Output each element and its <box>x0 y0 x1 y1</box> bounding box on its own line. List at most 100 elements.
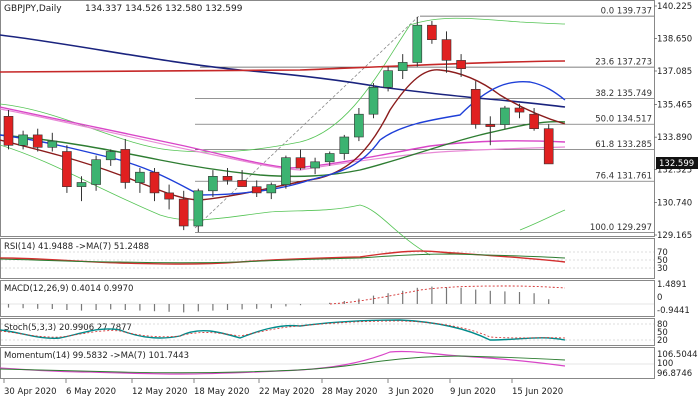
candle <box>441 31 452 73</box>
candle <box>208 170 218 197</box>
rsi-line <box>0 250 566 265</box>
candle <box>427 21 437 44</box>
price-tick-label: 140.225 <box>657 2 692 12</box>
current-price-marker: 132.599 <box>656 157 698 169</box>
macd-label: MACD(12,26,9) 0.4014 0.9970 <box>4 284 133 294</box>
candle <box>529 108 539 131</box>
fib-level-label: 23.6 137.273 <box>595 58 652 68</box>
bollinger-upper-line <box>0 17 566 153</box>
momentum-label: Momentum(14) 99.5832 ->MA(7) 101.7443 <box>4 351 189 361</box>
candlestick-series <box>3 16 554 233</box>
ma-red-flat-line <box>0 60 566 73</box>
macd-tick-top: 1.4891 <box>657 280 687 290</box>
bollinger-lower-line <box>0 144 566 256</box>
date-tick-label: 9 Jun 2020 <box>450 387 496 397</box>
candle <box>149 168 160 202</box>
price-tick-label: 132.325 <box>657 166 692 176</box>
fib-level-label: 38.2 135.749 <box>595 89 652 99</box>
stoch-tick-20: 20 <box>657 336 668 346</box>
candle <box>266 182 277 200</box>
momentum-tick-top: 106.5044 <box>657 350 698 360</box>
price-area[interactable]: 0.0 139.737 23.6 137.273 38.2 135.749 50.0 … <box>0 7 654 256</box>
ma-blue-fast-line <box>0 80 566 196</box>
candle <box>164 184 174 210</box>
fib-level-label: 100.0 129.297 <box>590 223 652 233</box>
momentum-tick-bottom: 96.8746 <box>657 369 692 379</box>
date-tick-label: 15 Jun 2020 <box>512 387 563 397</box>
candle <box>456 54 466 77</box>
price-tick-label: 130.740 <box>657 198 692 208</box>
fib-level-label: 61.8 133.285 <box>595 140 652 150</box>
candle <box>354 108 364 142</box>
candle <box>500 105 510 129</box>
macd-signal-line <box>329 285 566 305</box>
ma-pink-line <box>0 108 566 171</box>
candle <box>485 116 496 146</box>
candle <box>32 128 43 152</box>
fib-level-label: 76.4 131.761 <box>595 172 652 182</box>
candle <box>543 124 554 165</box>
candle <box>222 168 233 185</box>
stoch-label: Stoch(5,3,3) 20.9906 27.7877 <box>4 323 132 333</box>
date-tick-label: 30 Apr 2020 <box>4 387 57 397</box>
price-tick-label: 135.465 <box>657 101 692 111</box>
candle <box>62 145 72 193</box>
fibonacci-retracement: 0.0 139.737 23.6 137.273 38.2 135.749 50.0 … <box>195 7 654 233</box>
price-tick-label: 138.650 <box>657 35 692 45</box>
date-tick-label: 22 May 2020 <box>259 387 314 397</box>
chart-symbol-label: GBPJPY,Daily <box>4 4 62 14</box>
price-tick-label: 129.165 <box>657 231 692 241</box>
rsi-ma-line <box>0 253 566 264</box>
fib-trend-line <box>194 14 421 229</box>
chart-ohlc-readout: 134.337 134.526 132.580 132.599 <box>85 4 243 14</box>
candle <box>310 157 320 175</box>
candle <box>281 155 291 189</box>
candle <box>135 168 145 193</box>
price-tick-label: 133.890 <box>657 133 692 143</box>
current-price-label: 132.599 <box>659 159 694 169</box>
candle <box>251 180 262 197</box>
rsi-tick-30: 30 <box>657 264 668 274</box>
date-tick-label: 28 May 2020 <box>322 387 377 397</box>
candle <box>91 155 101 191</box>
candle <box>76 176 87 202</box>
candle <box>295 149 306 171</box>
candle <box>193 188 204 233</box>
momentum-tick-100: 100 <box>657 359 673 369</box>
fib-level-label: 50.0 134.517 <box>595 115 652 125</box>
date-axis: 30 Apr 2020 6 May 2020 12 May 2020 18 May 2… <box>3 379 563 397</box>
candle <box>412 16 423 67</box>
date-tick-label: 12 May 2020 <box>132 387 187 397</box>
candle <box>397 54 408 79</box>
rsi-tick-70: 70 <box>657 248 668 258</box>
stoch-d-line <box>0 320 566 339</box>
price-axis: 140.225 138.650 137.085 135.465 133.890 132.3… <box>654 2 692 241</box>
candle <box>120 139 131 189</box>
momentum-ma-line <box>0 355 566 374</box>
candle <box>514 103 525 119</box>
candle <box>3 110 14 150</box>
macd-tick-bottom: -0.9441 <box>657 306 690 316</box>
macd-tick-zero: 0 <box>657 293 662 303</box>
candle <box>178 190 189 231</box>
rsi-tick-50: 50 <box>657 256 668 266</box>
date-tick-label: 3 Jun 2020 <box>388 387 434 397</box>
stoch-tick-80: 80 <box>657 320 668 330</box>
candle <box>18 130 28 150</box>
candle <box>237 170 247 187</box>
candle <box>324 151 335 166</box>
date-tick-label: 6 May 2020 <box>66 387 116 397</box>
main-panel-frame <box>0 0 655 237</box>
ma-blue-line <box>0 34 566 108</box>
stoch-tick-50: 50 <box>657 328 668 338</box>
candle <box>339 134 350 160</box>
price-tick-label: 137.085 <box>657 67 692 77</box>
candle <box>470 81 481 129</box>
candle <box>383 66 393 92</box>
candle <box>368 83 379 119</box>
fib-level-label: 0.0 139.737 <box>601 7 652 17</box>
date-tick-label: 18 May 2020 <box>194 387 249 397</box>
candle <box>47 132 58 152</box>
rsi-label: RSI(14) 41.9488 ->MA(7) 51.2488 <box>4 242 149 252</box>
